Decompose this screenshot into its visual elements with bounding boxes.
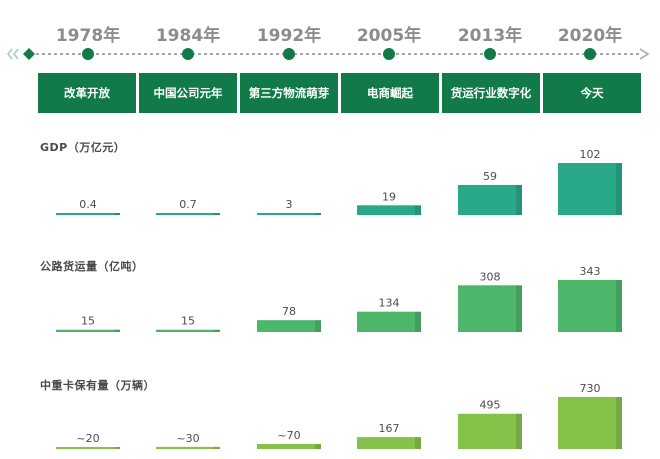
bar-shade xyxy=(315,213,321,215)
arrow-right-icon xyxy=(639,48,650,60)
data-label: 0.4 xyxy=(79,198,97,211)
data-label: 308 xyxy=(480,270,501,283)
data-label: 495 xyxy=(480,399,501,412)
data-label: 134 xyxy=(379,297,400,310)
bar xyxy=(257,320,321,332)
gdp-chart-title: GDP（万亿元） xyxy=(40,141,126,154)
chevron-left-icon xyxy=(7,48,19,60)
bar-shade xyxy=(516,184,522,215)
data-label: ~30 xyxy=(176,432,199,445)
timeline xyxy=(7,48,650,60)
timeline-marker xyxy=(484,48,496,60)
bar xyxy=(558,397,622,449)
bar-shade xyxy=(214,329,220,332)
bar xyxy=(458,285,522,332)
data-label: 59 xyxy=(483,170,497,183)
bar xyxy=(156,213,220,215)
bar xyxy=(558,280,622,332)
milestone-box: 中国公司元年 xyxy=(139,73,237,113)
bar xyxy=(357,205,421,215)
data-label: 3 xyxy=(286,198,293,211)
timeline-year: 2013年 xyxy=(457,26,523,46)
gdp-bar-chart: 0.4 0.7 3 19 59 102 xyxy=(56,148,622,215)
bar xyxy=(458,413,522,449)
data-label: ~70 xyxy=(277,429,300,442)
bar xyxy=(56,213,120,215)
bar-shade xyxy=(616,163,622,215)
milestone-box: 第三方物流萌芽 xyxy=(240,73,338,113)
milestone-box: 今天 xyxy=(543,73,641,113)
bar xyxy=(257,213,321,215)
data-label: ~20 xyxy=(76,432,99,445)
timeline-marker xyxy=(283,48,295,60)
timeline-year: 2005年 xyxy=(356,26,422,46)
bar-shade xyxy=(114,447,120,449)
timeline-year: 1992年 xyxy=(256,26,322,46)
data-label: 15 xyxy=(181,315,195,328)
trucks-bar-chart: ~20 ~30 ~70 167 495 730 xyxy=(56,382,622,449)
bar-shade xyxy=(415,205,421,215)
milestone-box: 电商崛起 xyxy=(341,73,439,113)
bar-shade xyxy=(214,446,220,449)
bar-shade xyxy=(516,413,522,449)
bar xyxy=(56,447,120,449)
bar-shade xyxy=(114,329,120,332)
bar xyxy=(156,446,220,449)
bar xyxy=(357,311,421,332)
data-label: 102 xyxy=(580,148,601,161)
data-label: 343 xyxy=(580,265,601,278)
bar xyxy=(558,163,622,215)
timeline-year: 1984年 xyxy=(155,26,221,46)
bar xyxy=(56,329,120,332)
bar-shade xyxy=(315,444,321,449)
bar-shade xyxy=(516,285,522,332)
freight-chart-title: 公路货运量（亿吨） xyxy=(40,260,144,273)
data-label: 19 xyxy=(382,190,396,203)
data-label: 0.7 xyxy=(179,198,197,211)
bar xyxy=(357,437,421,449)
bar xyxy=(257,444,321,449)
data-label: 167 xyxy=(379,422,400,435)
bar xyxy=(458,184,522,215)
bar-shade xyxy=(616,280,622,332)
bar xyxy=(156,329,220,332)
bar-shade xyxy=(415,311,421,332)
data-label: 15 xyxy=(81,315,95,328)
milestone-box: 改革开放 xyxy=(38,73,136,113)
data-label: 730 xyxy=(580,382,601,395)
freight-bar-chart: 15 15 78 134 308 343 xyxy=(56,265,622,332)
bar-shade xyxy=(114,213,120,215)
timeline-marker xyxy=(383,48,395,60)
timeline-year: 1978年 xyxy=(55,26,121,46)
data-label: 78 xyxy=(282,305,296,318)
milestone-box: 货运行业数字化 xyxy=(442,73,540,113)
timeline-marker xyxy=(82,48,94,60)
bar-shade xyxy=(315,320,321,332)
timeline-year: 2020年 xyxy=(557,26,623,46)
bar-shade xyxy=(214,213,220,215)
timeline-marker xyxy=(584,48,596,60)
timeline-marker xyxy=(182,48,194,60)
bar-shade xyxy=(616,397,622,449)
bar-shade xyxy=(415,437,421,449)
trucks-chart-title: 中重卡保有量（万辆） xyxy=(40,379,155,392)
diamond-icon xyxy=(23,48,35,60)
